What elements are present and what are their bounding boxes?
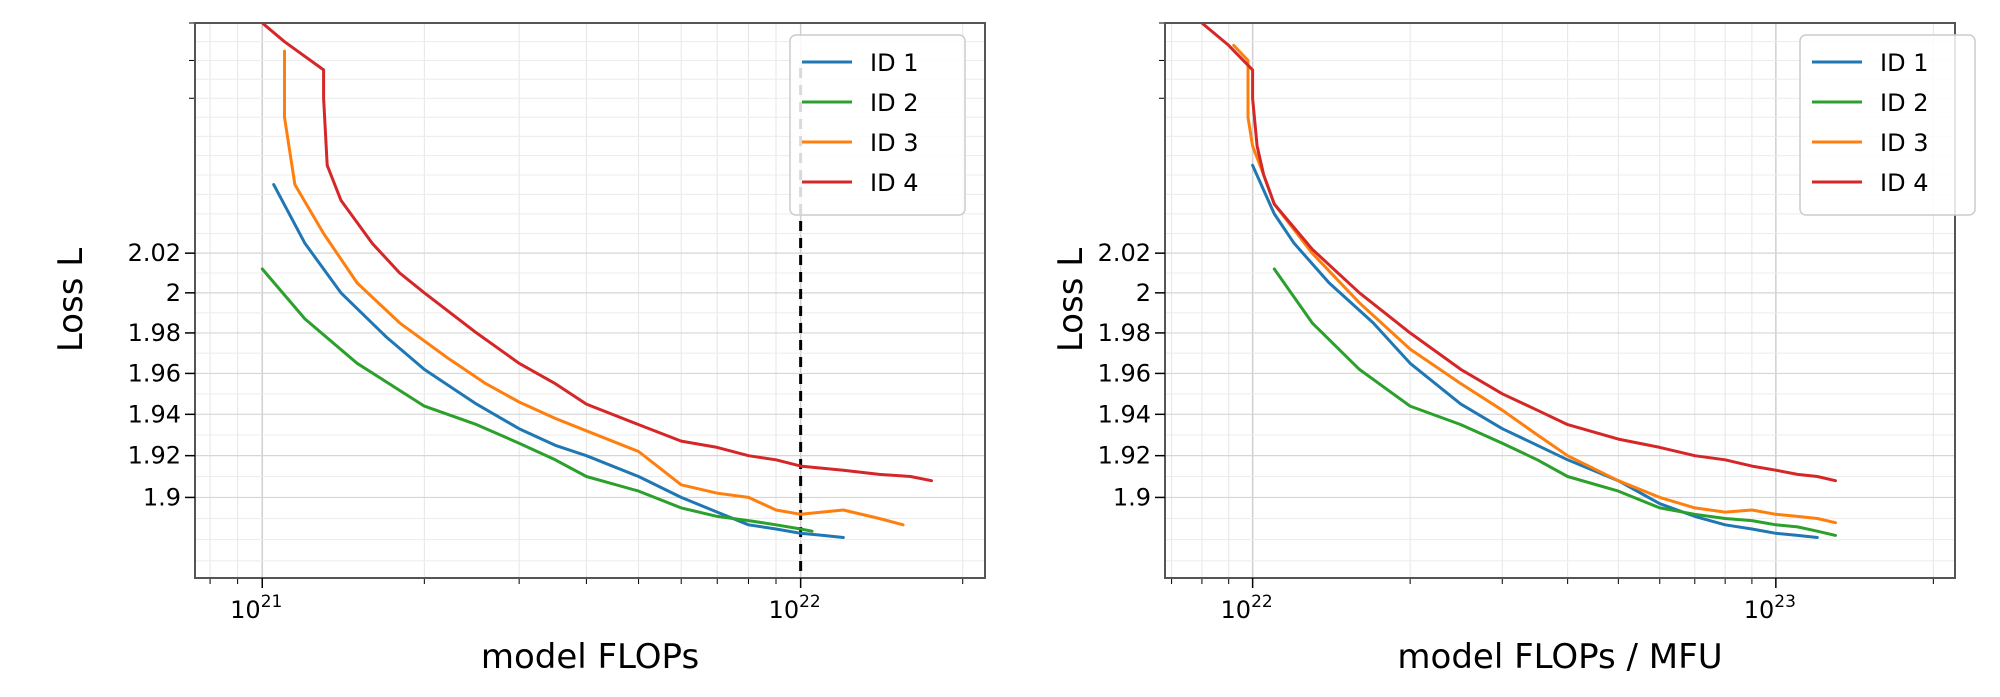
chart2-x-tick-label: 1022 — [1221, 592, 1273, 624]
chart1-y-tick-label: 1.92 — [128, 442, 181, 470]
chart1-series-group — [260, 23, 933, 539]
chart1-x-axis-label: model FLOPs — [481, 637, 699, 677]
chart2-y-tick-label: 1.9 — [1113, 483, 1151, 511]
chart1-x-tick-label: 1022 — [769, 592, 821, 624]
chart-right-svg: 1022 1023 2.02 2 1.98 1.96 1.94 1.92 1.9 model FL… — [1051, 22, 1976, 677]
chart2-y-axis-label: Loss L — [1051, 248, 1091, 352]
chart1-y-tick-label: 2.02 — [128, 239, 181, 267]
chart2-y-tick-label: 2 — [1136, 279, 1151, 307]
chart1-legend-label-3: ID 3 — [870, 129, 918, 157]
chart2-legend-label-4: ID 4 — [1880, 169, 1928, 197]
chart1-legend: ID 1 ID 2 ID 3 ID 4 — [789, 34, 966, 216]
chart-left: 1021 1022 2.02 2 1.98 1.96 1.94 1.92 1.9 model FL… — [51, 22, 986, 677]
chart1-legend-label-1: ID 1 — [870, 49, 918, 77]
chart2-series-group — [1200, 23, 1837, 539]
chart1-y-tick-label: 1.9 — [143, 483, 181, 511]
chart2-y-tick-label: 1.96 — [1098, 359, 1151, 387]
chart1-y-tick-label: 1.98 — [128, 319, 181, 347]
chart2-series-line-2 — [1272, 267, 1837, 537]
chart2-plot-frame — [1164, 22, 1956, 579]
chart1-series-line-3 — [283, 49, 905, 527]
chart1-y-tick-label: 1.94 — [128, 400, 181, 428]
chart1-y-axis-label: Loss L — [51, 248, 91, 352]
chart2-series-line-4 — [1200, 23, 1837, 483]
chart2-y-tick-label: 1.92 — [1098, 442, 1151, 470]
chart2-y-tick-label: 1.94 — [1098, 400, 1151, 428]
chart1-x-tick-label: 1021 — [230, 592, 282, 624]
chart2-x-tick-label: 1023 — [1744, 592, 1796, 624]
chart2-series-line-1 — [1251, 163, 1819, 539]
chart1-series-line-1 — [272, 183, 845, 539]
chart2-series-line-3 — [1232, 43, 1837, 525]
chart1-series-line-4 — [260, 23, 933, 483]
chart1-legend-label-2: ID 2 — [870, 89, 918, 117]
chart1-legend-label-4: ID 4 — [870, 169, 918, 197]
chart2-x-axis-label: model FLOPs / MFU — [1397, 637, 1722, 677]
chart1-plot-frame — [194, 22, 986, 579]
chart2-y-tick-label: 1.98 — [1098, 319, 1151, 347]
chart-right: 1022 1023 2.02 2 1.98 1.96 1.94 1.92 1.9 model FL… — [1000, 0, 2000, 697]
chart2-legend: ID 1 ID 2 ID 3 ID 4 — [1799, 34, 1976, 216]
chart1-y-tick-label: 1.96 — [128, 359, 181, 387]
chart2-legend-label-3: ID 3 — [1880, 129, 1928, 157]
chart1-legend-box — [789, 34, 966, 216]
chart1-y-tick-label: 2 — [166, 279, 181, 307]
chart2-legend-box — [1799, 34, 1976, 216]
chart2-legend-label-2: ID 2 — [1880, 89, 1928, 117]
chart1-series-line-2 — [260, 267, 814, 533]
chart2-y-tick-label: 2.02 — [1098, 239, 1151, 267]
chart2-legend-label-1: ID 1 — [1880, 49, 1928, 77]
chart-left-svg: 1021 1022 2.02 2 1.98 1.96 1.94 1.92 1.9 model FL… — [51, 22, 986, 677]
